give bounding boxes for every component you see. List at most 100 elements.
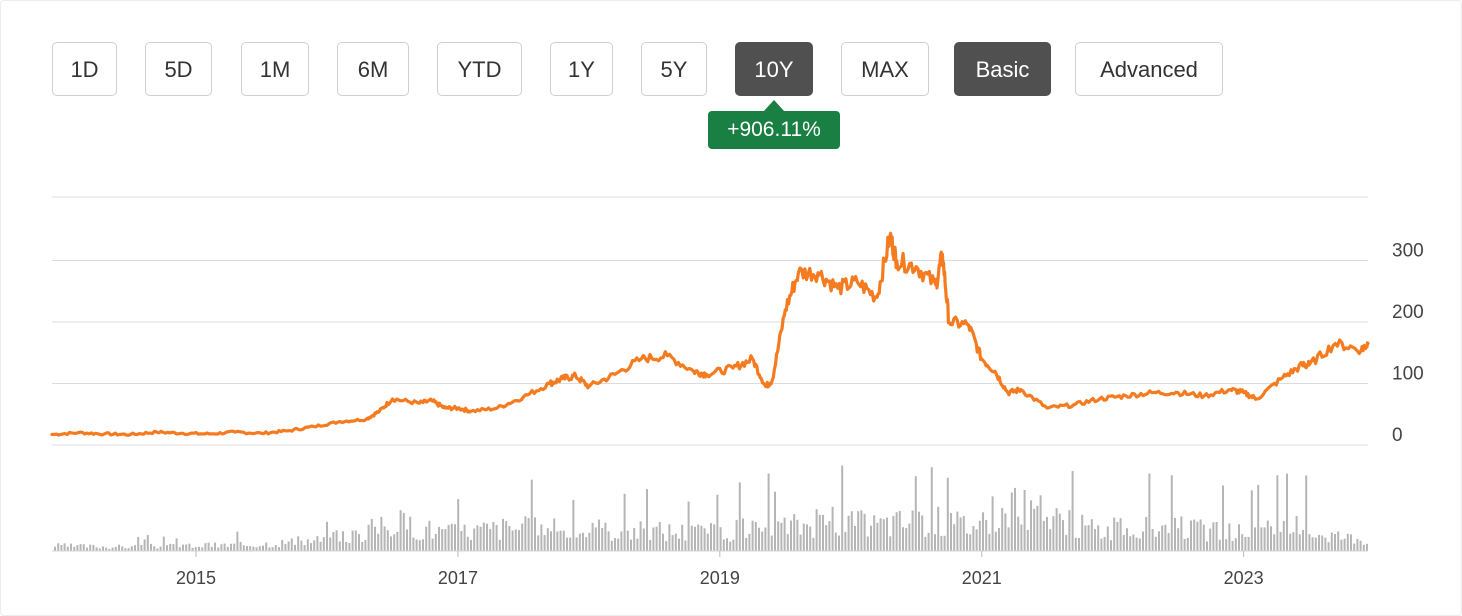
- volume-bar: [367, 524, 370, 551]
- volume-bar: [1154, 536, 1157, 551]
- x-tick-label: 2019: [700, 568, 740, 588]
- price-line: [50, 231, 1370, 437]
- volume-bar: [671, 535, 674, 551]
- range-button-6m[interactable]: 6M: [337, 42, 409, 96]
- x-tick-label: 2021: [962, 568, 1002, 588]
- volume-bar: [770, 535, 773, 551]
- volume-bar: [956, 511, 959, 551]
- volume-bar: [1273, 534, 1276, 551]
- volume-bar: [815, 509, 818, 551]
- volume-bar: [470, 540, 472, 551]
- x-tick-label: 2015: [176, 568, 216, 588]
- volume-bar: [1148, 473, 1151, 551]
- volume-bar: [972, 526, 975, 551]
- volume-bar: [838, 535, 840, 551]
- volume-bar: [498, 539, 501, 551]
- volume-bar: [738, 482, 741, 551]
- volume-bar: [297, 536, 300, 551]
- volume-bar: [614, 538, 616, 551]
- volume-bar: [758, 527, 760, 551]
- range-button-max[interactable]: MAX: [841, 42, 929, 96]
- range-button-ytd[interactable]: YTD: [437, 42, 522, 96]
- volume-bar: [1145, 517, 1148, 551]
- volume-bar: [540, 524, 543, 551]
- volume-bar: [825, 525, 828, 551]
- volume-bar: [105, 547, 108, 551]
- volume-bar: [434, 533, 437, 551]
- volume-bar: [998, 528, 1000, 551]
- volume-bar: [1362, 544, 1365, 551]
- volume-bar: [1311, 537, 1314, 551]
- volume-bar: [1234, 538, 1237, 551]
- volume-bar: [1196, 521, 1199, 551]
- volume-bar: [1350, 534, 1352, 551]
- volume-bar: [569, 537, 572, 551]
- volume-bar: [668, 524, 671, 551]
- volume-bar: [319, 541, 322, 551]
- range-button-1y[interactable]: 1Y: [550, 42, 613, 96]
- volume-bar: [281, 540, 284, 551]
- volume-bar: [127, 548, 130, 551]
- volume-bar: [306, 539, 309, 551]
- volume-bar: [1014, 487, 1016, 551]
- volume-bar: [908, 523, 911, 551]
- range-button-1m[interactable]: 1M: [241, 42, 309, 96]
- volume-bar: [1174, 517, 1176, 551]
- volume-bar: [1231, 540, 1234, 551]
- volume-bar: [943, 535, 946, 551]
- volume-bar: [828, 521, 831, 551]
- volume-bar: [239, 541, 242, 551]
- volume-bar: [370, 518, 373, 551]
- volume-bar: [508, 526, 511, 551]
- volume-bar: [1081, 514, 1084, 551]
- volume-bar: [482, 522, 485, 551]
- volume-bar: [732, 539, 735, 551]
- volume-bar: [1346, 533, 1349, 551]
- volume-bar: [1366, 543, 1368, 551]
- volume-bar: [354, 530, 357, 551]
- volume-bar: [927, 532, 930, 551]
- volume-bar: [700, 525, 703, 551]
- volume-bar: [390, 536, 392, 551]
- range-selector: 1D 5D 1M 6M YTD 1Y 5Y 10Y MAX Basic Adva…: [0, 0, 1462, 160]
- volume-bar: [447, 524, 450, 551]
- volume-bar: [409, 516, 412, 551]
- volume-bar: [1183, 538, 1186, 551]
- volume-bar: [566, 537, 568, 551]
- volume-bar: [121, 546, 124, 551]
- volume-bar: [374, 526, 376, 551]
- mode-button-advanced[interactable]: Advanced: [1075, 42, 1223, 96]
- volume-bar: [1279, 531, 1282, 551]
- volume-bar: [953, 524, 956, 551]
- volume-bar: [130, 546, 133, 551]
- volume-bar: [188, 543, 191, 551]
- volume-bar: [982, 512, 984, 551]
- volume-bar: [383, 526, 386, 551]
- volume-bar: [806, 524, 808, 551]
- volume-bar: [921, 515, 924, 551]
- volume-bar: [300, 540, 303, 551]
- volume-bar: [351, 530, 354, 551]
- volume-bar: [690, 525, 693, 551]
- volume-bar: [911, 510, 914, 551]
- volume-bar: [441, 529, 444, 551]
- range-button-5d[interactable]: 5D: [145, 42, 212, 96]
- range-button-5y[interactable]: 5Y: [641, 42, 707, 96]
- volume-bar: [1308, 534, 1311, 551]
- volume-bar: [633, 528, 636, 551]
- range-button-1d[interactable]: 1D: [52, 42, 117, 96]
- mode-button-basic[interactable]: Basic: [954, 42, 1051, 96]
- volume-bar: [1327, 542, 1330, 551]
- volume-bar: [793, 514, 796, 551]
- volume-bar: [1062, 520, 1064, 551]
- volume-bar: [742, 518, 744, 551]
- range-button-10y[interactable]: 10Y: [735, 42, 813, 96]
- volume-bar: [86, 547, 88, 551]
- volume-bar: [812, 537, 815, 551]
- volume-bar: [201, 547, 204, 551]
- volume-bar: [274, 545, 277, 551]
- volume-bar: [1202, 524, 1205, 551]
- volume-bar: [1295, 516, 1298, 551]
- volume-bar: [1282, 521, 1285, 551]
